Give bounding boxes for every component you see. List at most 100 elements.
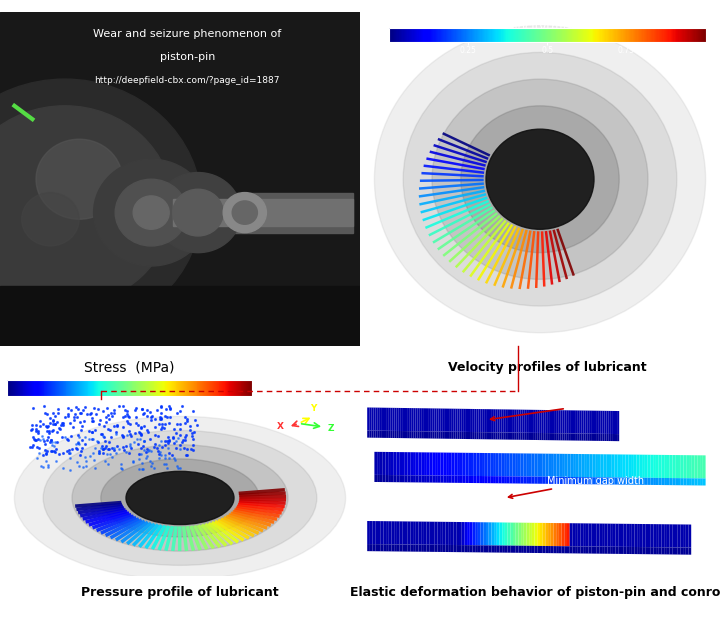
Point <box>171 408 183 418</box>
Polygon shape <box>523 476 526 484</box>
Point <box>104 415 115 425</box>
Polygon shape <box>418 408 420 431</box>
Polygon shape <box>427 475 430 483</box>
Polygon shape <box>554 477 557 484</box>
Point <box>168 438 179 448</box>
Polygon shape <box>648 547 651 554</box>
Point <box>125 443 137 453</box>
Polygon shape <box>584 454 587 477</box>
Point <box>170 443 181 453</box>
Point <box>163 401 175 411</box>
Polygon shape <box>466 409 468 432</box>
Point <box>169 455 181 465</box>
Polygon shape <box>557 546 559 553</box>
Polygon shape <box>487 453 490 476</box>
Polygon shape <box>402 452 405 475</box>
Polygon shape <box>615 478 617 485</box>
Point <box>95 429 107 439</box>
Point <box>56 418 68 428</box>
Point <box>143 427 154 437</box>
Point <box>153 446 164 456</box>
Polygon shape <box>485 432 487 439</box>
Point <box>62 411 73 421</box>
Polygon shape <box>550 410 552 433</box>
Polygon shape <box>697 478 700 486</box>
Polygon shape <box>443 408 445 431</box>
Polygon shape <box>508 523 510 546</box>
Polygon shape <box>681 478 683 485</box>
Point <box>44 418 55 428</box>
Polygon shape <box>564 433 567 441</box>
Point <box>171 420 183 430</box>
Polygon shape <box>539 433 541 440</box>
Polygon shape <box>424 522 426 544</box>
Polygon shape <box>475 545 478 552</box>
Polygon shape <box>643 547 645 554</box>
Point <box>39 408 50 418</box>
Polygon shape <box>383 544 386 551</box>
Point <box>42 462 54 472</box>
Polygon shape <box>523 433 525 440</box>
Polygon shape <box>560 433 562 441</box>
Polygon shape <box>583 523 586 546</box>
Polygon shape <box>554 433 557 440</box>
Polygon shape <box>395 544 397 551</box>
Point <box>135 423 147 433</box>
Point <box>45 437 56 447</box>
Polygon shape <box>367 521 370 544</box>
Point <box>125 431 137 441</box>
Polygon shape <box>648 455 650 478</box>
Polygon shape <box>405 544 408 552</box>
Polygon shape <box>474 432 477 439</box>
Point <box>122 430 133 439</box>
Polygon shape <box>680 525 683 548</box>
Point <box>79 432 91 442</box>
Point <box>32 442 43 452</box>
Polygon shape <box>606 434 608 441</box>
Point <box>91 436 102 446</box>
Point <box>71 457 83 467</box>
Polygon shape <box>456 545 459 552</box>
Polygon shape <box>445 431 447 439</box>
Polygon shape <box>388 431 390 438</box>
Polygon shape <box>654 524 656 547</box>
Polygon shape <box>580 523 583 546</box>
Polygon shape <box>467 522 470 545</box>
Polygon shape <box>656 478 659 485</box>
Polygon shape <box>497 546 500 552</box>
Point <box>130 428 141 438</box>
Polygon shape <box>632 524 634 547</box>
Polygon shape <box>500 522 503 546</box>
Polygon shape <box>616 547 618 554</box>
Polygon shape <box>580 433 582 441</box>
Polygon shape <box>600 477 603 485</box>
Polygon shape <box>665 455 667 478</box>
Point <box>99 456 111 466</box>
Polygon shape <box>411 431 413 438</box>
Polygon shape <box>422 408 424 431</box>
Polygon shape <box>589 523 591 546</box>
Polygon shape <box>613 523 616 547</box>
Polygon shape <box>683 525 686 548</box>
Point <box>145 456 156 466</box>
Point <box>42 421 54 431</box>
Polygon shape <box>413 475 416 483</box>
Point <box>136 458 148 468</box>
Polygon shape <box>494 546 497 552</box>
Polygon shape <box>505 522 508 546</box>
Point <box>168 433 179 442</box>
Polygon shape <box>431 431 432 439</box>
Point <box>102 444 114 454</box>
Circle shape <box>223 193 266 232</box>
Polygon shape <box>451 522 454 545</box>
Polygon shape <box>485 453 487 476</box>
Polygon shape <box>518 454 521 476</box>
Point <box>82 408 94 418</box>
Polygon shape <box>624 524 626 547</box>
Polygon shape <box>523 523 526 546</box>
Text: X: X <box>277 421 284 431</box>
Polygon shape <box>481 409 482 432</box>
Point <box>184 425 196 435</box>
Point <box>102 459 113 468</box>
Polygon shape <box>441 408 443 431</box>
